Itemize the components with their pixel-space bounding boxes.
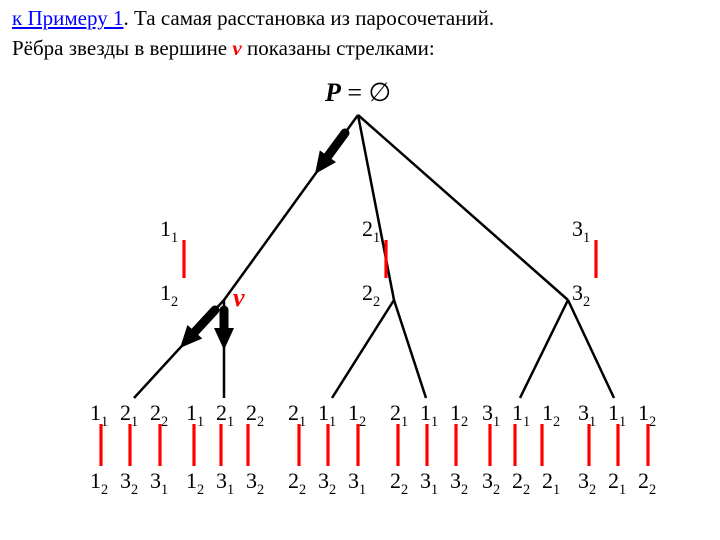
- leaf-match-top: 11: [512, 400, 530, 430]
- leaf-match-bot: 31: [216, 468, 234, 498]
- leaf-match-bot: 22: [288, 468, 306, 498]
- leaf-match-bot: 31: [150, 468, 168, 498]
- leaf-match-bot: 22: [638, 468, 656, 498]
- leaf-match-top: 11: [186, 400, 204, 430]
- leaf-match-bot: 32: [450, 468, 468, 498]
- leaf-match-bot: 12: [186, 468, 204, 498]
- leaf-match-bot: 22: [390, 468, 408, 498]
- mid-match-top: 21: [362, 216, 380, 246]
- leaf-match-top: 31: [578, 400, 596, 430]
- leaf-match-top: 12: [348, 400, 366, 430]
- leaf-match-top: 12: [542, 400, 560, 430]
- leaf-match-top: 11: [90, 400, 108, 430]
- leaf-match-bot: 32: [578, 468, 596, 498]
- leaf-match-top: 31: [482, 400, 500, 430]
- mid-match-bot: 22: [362, 280, 380, 310]
- tree-diagram: [0, 0, 720, 540]
- leaf-match-top: 12: [638, 400, 656, 430]
- mid-match-top: 31: [572, 216, 590, 246]
- leaf-match-top: 11: [318, 400, 336, 430]
- leaf-match-bot: 12: [90, 468, 108, 498]
- leaf-match-bot: 21: [608, 468, 626, 498]
- leaf-match-bot: 32: [246, 468, 264, 498]
- leaf-match-bot: 32: [120, 468, 138, 498]
- leaf-match-bot: 32: [482, 468, 500, 498]
- mid-match-bot: 12: [160, 280, 178, 310]
- leaf-match-top: 21: [216, 400, 234, 430]
- mid-match-bot: 32: [572, 280, 590, 310]
- leaf-match-bot: 21: [542, 468, 560, 498]
- leaf-match-bot: 22: [512, 468, 530, 498]
- leaf-match-bot: 31: [420, 468, 438, 498]
- leaf-match-top: 12: [450, 400, 468, 430]
- leaf-match-bot: 32: [318, 468, 336, 498]
- leaf-match-top: 21: [390, 400, 408, 430]
- leaf-match-top: 11: [420, 400, 438, 430]
- leaf-match-top: 11: [608, 400, 626, 430]
- leaf-match-bot: 31: [348, 468, 366, 498]
- mid-match-top: 11: [160, 216, 178, 246]
- leaf-match-top: 21: [120, 400, 138, 430]
- leaf-match-top: 21: [288, 400, 306, 430]
- leaf-match-top: 22: [246, 400, 264, 430]
- leaf-match-top: 22: [150, 400, 168, 430]
